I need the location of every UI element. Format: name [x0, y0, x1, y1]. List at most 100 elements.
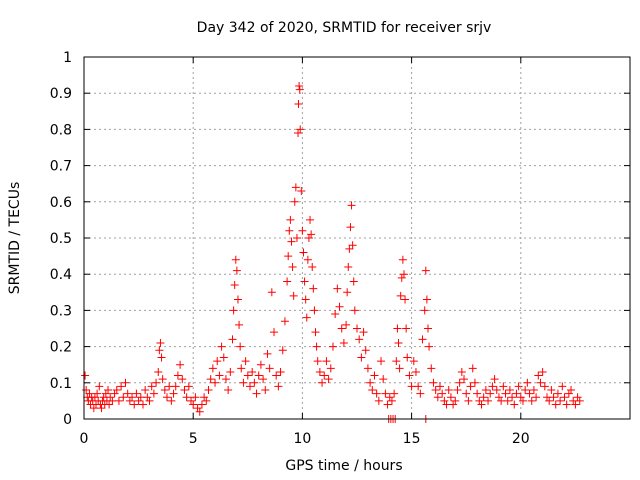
data-point	[339, 338, 348, 347]
data-point	[119, 393, 128, 402]
data-point	[418, 335, 427, 344]
x-axis-label: GPS time / hours	[285, 458, 402, 474]
data-point	[284, 252, 293, 261]
data-point	[243, 371, 252, 380]
data-point	[178, 375, 187, 384]
data-point	[346, 223, 355, 232]
data-point	[499, 382, 508, 391]
data-point	[503, 396, 512, 405]
data-point	[117, 382, 126, 391]
y-tick-label: 0.4	[50, 267, 72, 283]
data-point	[481, 386, 490, 395]
data-point	[290, 197, 299, 206]
data-point	[355, 335, 364, 344]
data-point	[564, 389, 573, 398]
tick-labels: 00.10.20.30.40.50.60.70.80.910 5 10 15 20	[50, 50, 630, 447]
data-point	[377, 357, 386, 366]
data-point	[169, 389, 178, 398]
data-point	[510, 400, 519, 409]
data-point	[551, 400, 560, 409]
data-point	[235, 320, 244, 329]
data-point	[187, 396, 196, 405]
data-point	[466, 382, 475, 391]
y-tick-label: 0.7	[50, 159, 72, 175]
data-point	[573, 393, 582, 402]
data-point	[423, 324, 432, 333]
data-point	[226, 367, 235, 376]
data-point	[488, 382, 497, 391]
data-point	[296, 125, 305, 134]
data-point	[263, 349, 272, 358]
data-point	[414, 382, 423, 391]
data-point	[494, 393, 503, 402]
data-point	[516, 393, 525, 402]
data-point	[219, 353, 228, 362]
data-point	[289, 291, 298, 300]
data-point	[324, 375, 333, 384]
data-point	[288, 262, 297, 271]
data-point	[239, 378, 248, 387]
data-point	[156, 338, 165, 347]
y-tick-label: 0.5	[50, 231, 72, 247]
data-point	[233, 295, 242, 304]
data-point	[349, 277, 358, 286]
data-point	[270, 328, 279, 337]
data-point	[547, 386, 556, 395]
data-point	[556, 396, 565, 405]
data-point	[460, 375, 469, 384]
data-point	[409, 357, 418, 366]
data-point	[114, 396, 123, 405]
data-point	[363, 364, 372, 373]
data-point	[411, 367, 420, 376]
data-point	[462, 389, 471, 398]
data-point	[405, 371, 414, 380]
data-point	[141, 386, 150, 395]
data-point	[95, 382, 104, 391]
data-point	[101, 389, 110, 398]
data-point	[518, 396, 527, 405]
data-point	[147, 382, 156, 391]
data-point	[171, 382, 180, 391]
data-point	[361, 346, 370, 355]
data-point	[387, 396, 396, 405]
data-point	[444, 386, 453, 395]
data-point	[231, 255, 240, 264]
data-point	[374, 396, 383, 405]
data-point	[248, 367, 257, 376]
data-point	[294, 100, 303, 109]
data-point	[182, 393, 191, 402]
data-point	[347, 201, 356, 210]
data-point	[558, 382, 567, 391]
data-point	[211, 378, 220, 387]
x-tick-label: 0	[80, 431, 89, 447]
data-point	[189, 400, 198, 409]
data-point	[256, 360, 265, 369]
data-point	[394, 338, 403, 347]
data-point	[344, 262, 353, 271]
data-point	[335, 302, 344, 311]
data-point	[359, 328, 368, 337]
data-point	[490, 375, 499, 384]
data-point	[250, 378, 259, 387]
data-point	[477, 400, 486, 409]
data-point	[265, 364, 274, 373]
grid-lines	[84, 57, 630, 419]
data-point	[105, 400, 114, 409]
data-point	[567, 386, 576, 395]
data-point	[213, 357, 222, 366]
y-tick-label: 0.2	[50, 340, 72, 356]
data-point	[197, 400, 206, 409]
data-point	[272, 371, 281, 380]
data-point	[383, 400, 392, 409]
data-point	[286, 215, 295, 224]
data-point	[304, 234, 313, 242]
data-point	[206, 375, 215, 384]
data-point	[429, 378, 438, 387]
data-point	[342, 320, 351, 329]
data-point	[123, 389, 132, 398]
data-point	[134, 396, 143, 405]
data-point	[549, 393, 558, 402]
data-point	[486, 389, 495, 398]
data-point	[337, 324, 346, 333]
